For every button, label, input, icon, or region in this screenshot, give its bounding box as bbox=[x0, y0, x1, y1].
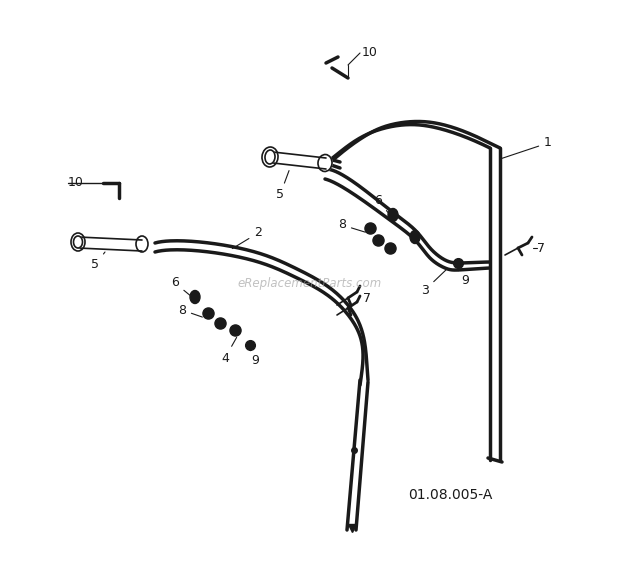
Text: 8: 8 bbox=[338, 218, 365, 232]
Ellipse shape bbox=[410, 230, 420, 243]
Text: 10: 10 bbox=[68, 175, 84, 188]
Ellipse shape bbox=[71, 233, 85, 251]
Text: 01.08.005-A: 01.08.005-A bbox=[408, 488, 492, 502]
Text: 3: 3 bbox=[421, 270, 446, 297]
Ellipse shape bbox=[262, 147, 278, 167]
Ellipse shape bbox=[388, 208, 398, 221]
Text: 7: 7 bbox=[537, 242, 545, 255]
Text: 10: 10 bbox=[362, 45, 378, 58]
Text: 6: 6 bbox=[374, 194, 388, 213]
Text: 7: 7 bbox=[363, 291, 371, 305]
Text: 6: 6 bbox=[171, 277, 190, 295]
Text: 9: 9 bbox=[250, 350, 259, 367]
Text: eReplacementParts.com: eReplacementParts.com bbox=[238, 277, 382, 289]
Text: 2: 2 bbox=[232, 226, 262, 248]
Ellipse shape bbox=[318, 155, 332, 171]
Text: 5: 5 bbox=[276, 170, 289, 201]
Text: 8: 8 bbox=[178, 303, 202, 317]
Text: 4: 4 bbox=[221, 337, 237, 365]
Ellipse shape bbox=[136, 236, 148, 252]
Ellipse shape bbox=[74, 236, 82, 248]
Ellipse shape bbox=[190, 290, 200, 303]
Text: 5: 5 bbox=[91, 252, 105, 272]
Ellipse shape bbox=[265, 150, 275, 164]
Text: 1: 1 bbox=[500, 136, 552, 159]
Text: 9: 9 bbox=[458, 270, 469, 286]
